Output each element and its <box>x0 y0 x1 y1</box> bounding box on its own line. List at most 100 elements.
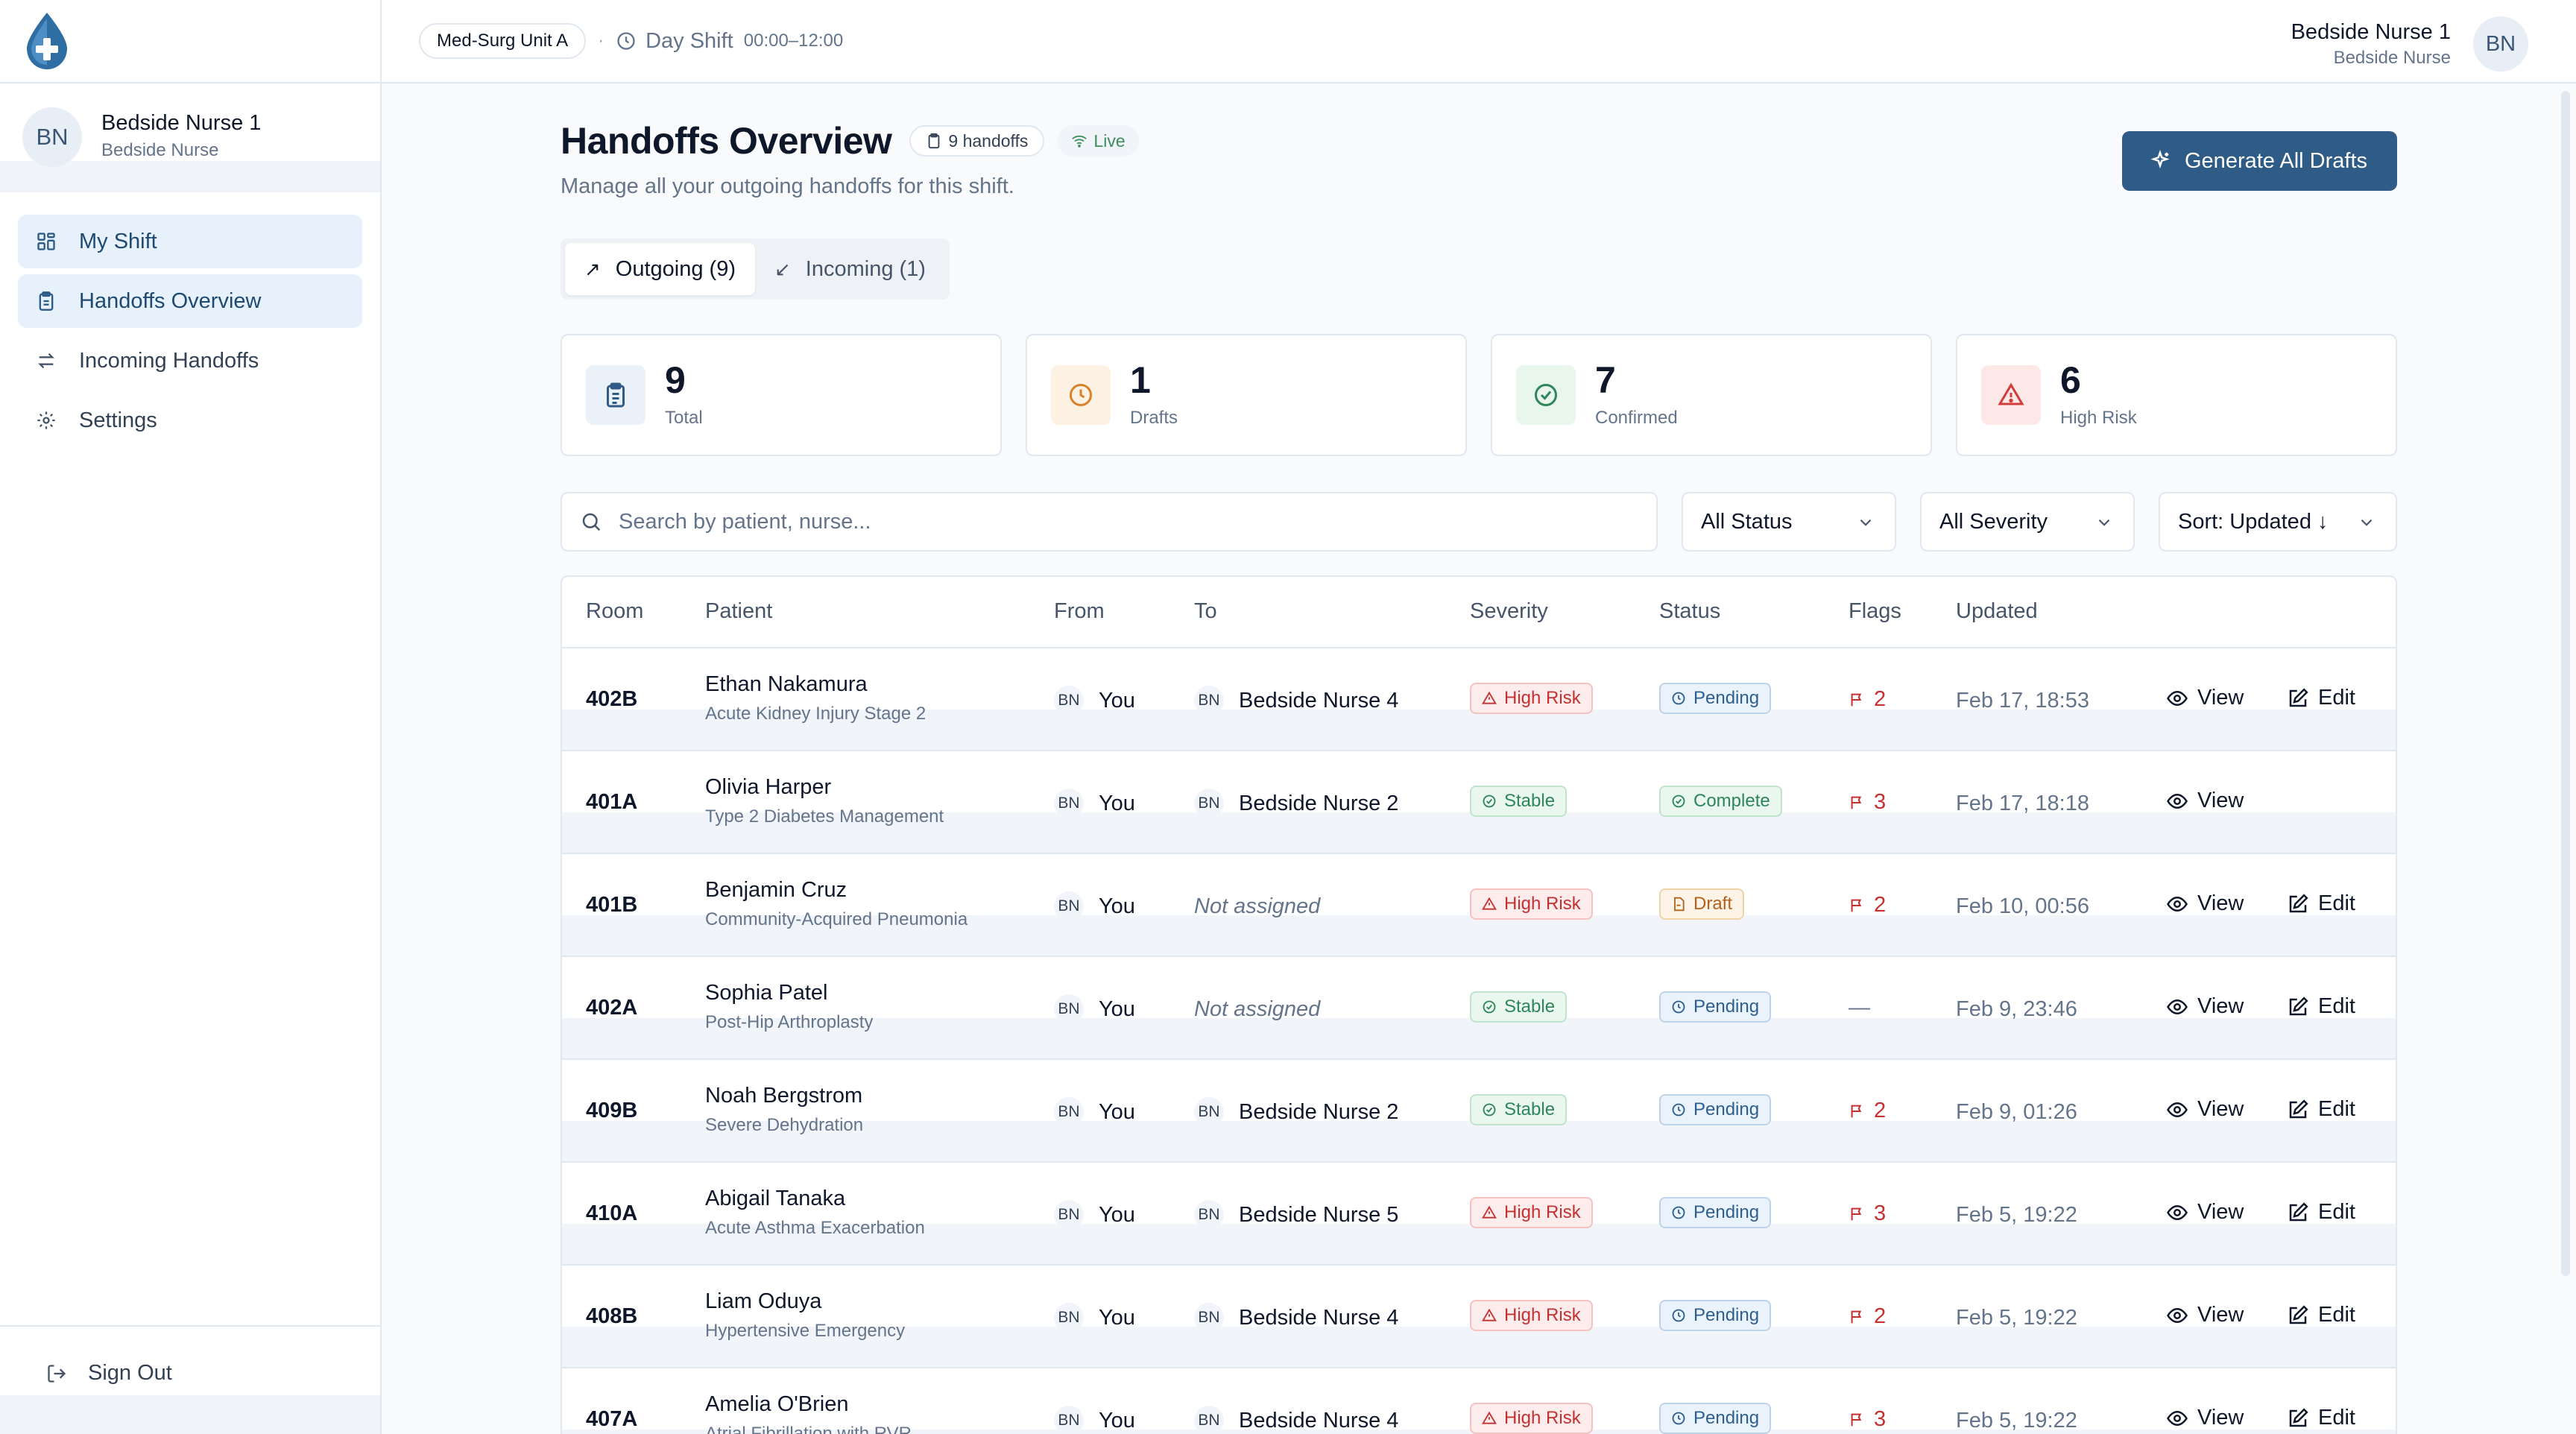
status-label: Pending <box>1693 688 1760 708</box>
room-number: 408B <box>586 1304 638 1328</box>
table-row[interactable]: 407A Amelia O'Brien Atrial Fibrillation wi… <box>562 1368 2396 1434</box>
table-row[interactable]: 410A Abigail Tanaka Acute Asthma Exacerbat… <box>562 1163 2396 1266</box>
view-button[interactable]: View <box>2166 1200 2244 1225</box>
sidebar-item-incoming-handoffs[interactable]: Incoming Handoffs <box>18 334 362 388</box>
severity-filter-select[interactable]: All Severity <box>1920 492 2135 552</box>
to-nurse-unassigned: Not assigned <box>1194 997 1321 1021</box>
sort-select[interactable]: Sort: Updated ↓ <box>2159 492 2397 552</box>
view-button[interactable]: View <box>2166 686 2244 710</box>
edit-button[interactable]: Edit <box>2287 1406 2355 1430</box>
generate-all-drafts-button[interactable]: Generate All Drafts <box>2122 131 2397 191</box>
topbar-user-name: Bedside Nurse 1 <box>2291 19 2451 44</box>
severity-badge: Stable <box>1470 1094 1568 1125</box>
stat-card-drafts: 1 Drafts <box>1026 334 1467 456</box>
unit-badge[interactable]: Med-Surg Unit A <box>419 23 587 59</box>
edit-button[interactable]: Edit <box>2287 1303 2355 1327</box>
avatar: BN <box>1054 686 1084 716</box>
table-row[interactable]: 402A Sophia Patel Post-Hip Arthroplasty BN Y… <box>562 957 2396 1060</box>
edit-button[interactable]: Edit <box>2287 1200 2355 1225</box>
flags-value: 2 <box>1874 687 1887 711</box>
column-header-room[interactable]: Room <box>586 599 644 623</box>
from-nurse-name: You <box>1099 791 1135 815</box>
patient-name[interactable]: Sophia Patel <box>705 981 828 1005</box>
from-nurse-name: You <box>1099 1202 1135 1227</box>
status-filter-value: All Status <box>1701 509 1793 534</box>
column-header-updated[interactable]: Updated <box>1956 599 2038 623</box>
avatar: BN <box>1054 891 1084 921</box>
sidebar-item-my-shift[interactable]: My Shift <box>18 215 362 268</box>
column-header-status[interactable]: Status <box>1659 599 1721 623</box>
status-label: Pending <box>1693 1305 1760 1325</box>
view-button[interactable]: View <box>2166 789 2244 813</box>
table-row[interactable]: 408B Liam Oduya Hypertensive Emergency BN Yo… <box>562 1266 2396 1368</box>
table-row[interactable]: 401B Benjamin Cruz Community-Acquired Pneu… <box>562 854 2396 957</box>
avatar: BN <box>1054 1200 1084 1230</box>
column-header-to[interactable]: To <box>1194 599 1217 623</box>
updated-time: Feb 5, 19:22 <box>1956 1306 2077 1330</box>
updated-time: Feb 9, 01:26 <box>1956 1100 2077 1124</box>
topbar-user[interactable]: Bedside Nurse 1 Bedside Nurse BN <box>2291 16 2528 72</box>
clock-icon <box>1671 1308 1686 1323</box>
flag-icon <box>1849 795 1865 811</box>
view-button[interactable]: View <box>2166 994 2244 1019</box>
warning-icon <box>1482 897 1497 912</box>
table-row[interactable]: 401A Olivia Harper Type 2 Diabetes Managem… <box>562 751 2396 854</box>
edit-icon <box>2287 1201 2309 1224</box>
edit-button[interactable]: Edit <box>2287 686 2355 710</box>
patient-name[interactable]: Noah Bergstrom <box>705 1084 863 1108</box>
edit-button[interactable]: Edit <box>2287 891 2355 916</box>
view-button[interactable]: View <box>2166 1303 2244 1327</box>
status-filter-select[interactable]: All Status <box>1682 492 1896 552</box>
status-label: Pending <box>1693 1202 1760 1222</box>
view-button[interactable]: View <box>2166 1097 2244 1122</box>
status-badge: Pending <box>1659 1197 1772 1228</box>
column-header-flags[interactable]: Flags <box>1849 599 1901 623</box>
avatar: BN <box>1194 789 1224 818</box>
sidebar-item-settings[interactable]: Settings <box>18 394 362 447</box>
view-label: View <box>2197 1200 2244 1224</box>
flags-value: 2 <box>1874 893 1887 917</box>
search-input[interactable] <box>619 509 1588 534</box>
severity-badge: High Risk <box>1470 1197 1593 1228</box>
avatar[interactable]: BN <box>2473 16 2528 72</box>
scrollbar[interactable] <box>2561 91 2570 1276</box>
room-number: 401B <box>586 893 638 917</box>
flags-value: — <box>1849 996 1870 1020</box>
clipboard-icon <box>929 133 940 149</box>
table-row[interactable]: 409B Noah Bergstrom Severe Dehydration BN Yo… <box>562 1060 2396 1163</box>
avatar: BN <box>1054 1303 1084 1333</box>
patient-name[interactable]: Olivia Harper <box>705 775 832 799</box>
patient-name[interactable]: Benjamin Cruz <box>705 878 847 902</box>
tab-incoming[interactable]: ↙ Incoming (1) <box>755 243 945 295</box>
stat-label: Confirmed <box>1595 408 1678 428</box>
table-body: 402B Ethan Nakamura Acute Kidney Injury St… <box>562 648 2396 1434</box>
edit-button[interactable]: Edit <box>2287 1097 2355 1122</box>
table-row[interactable]: 402B Ethan Nakamura Acute Kidney Injury St… <box>562 648 2396 751</box>
view-label: View <box>2197 1303 2244 1327</box>
patient-name[interactable]: Ethan Nakamura <box>705 672 868 696</box>
edit-button[interactable]: Edit <box>2287 994 2355 1019</box>
view-button[interactable]: View <box>2166 1406 2244 1430</box>
column-header-patient[interactable]: Patient <box>705 599 773 623</box>
patient-name[interactable]: Amelia O'Brien <box>705 1392 849 1416</box>
patient-name[interactable]: Abigail Tanaka <box>705 1187 846 1210</box>
sidebar-item-handoffs-overview[interactable]: Handoffs Overview <box>18 274 362 328</box>
column-header-severity[interactable]: Severity <box>1470 599 1548 623</box>
eye-icon <box>2166 1304 2188 1327</box>
view-label: View <box>2197 994 2244 1018</box>
handoff-count-badge: 9 handoffs <box>909 125 1045 157</box>
eye-icon <box>2166 996 2188 1018</box>
warning-icon <box>1981 365 2041 425</box>
from-nurse: BN You <box>1054 1406 1135 1434</box>
patient-diagnosis: Atrial Fibrillation with RVR <box>705 1424 912 1434</box>
clock-icon <box>617 32 635 50</box>
patient-name[interactable]: Liam Oduya <box>705 1289 822 1313</box>
sidebar-user: BN Bedside Nurse 1 Bedside Nurse <box>0 83 380 192</box>
edit-icon <box>2287 1099 2309 1121</box>
column-header-from[interactable]: From <box>1054 599 1105 623</box>
avatar: BN <box>1194 1406 1224 1434</box>
tab-outgoing[interactable]: ↗ Outgoing (9) <box>565 243 755 295</box>
view-button[interactable]: View <box>2166 891 2244 916</box>
edit-icon <box>2287 996 2309 1018</box>
sign-out-button[interactable]: Sign Out <box>45 1361 172 1386</box>
